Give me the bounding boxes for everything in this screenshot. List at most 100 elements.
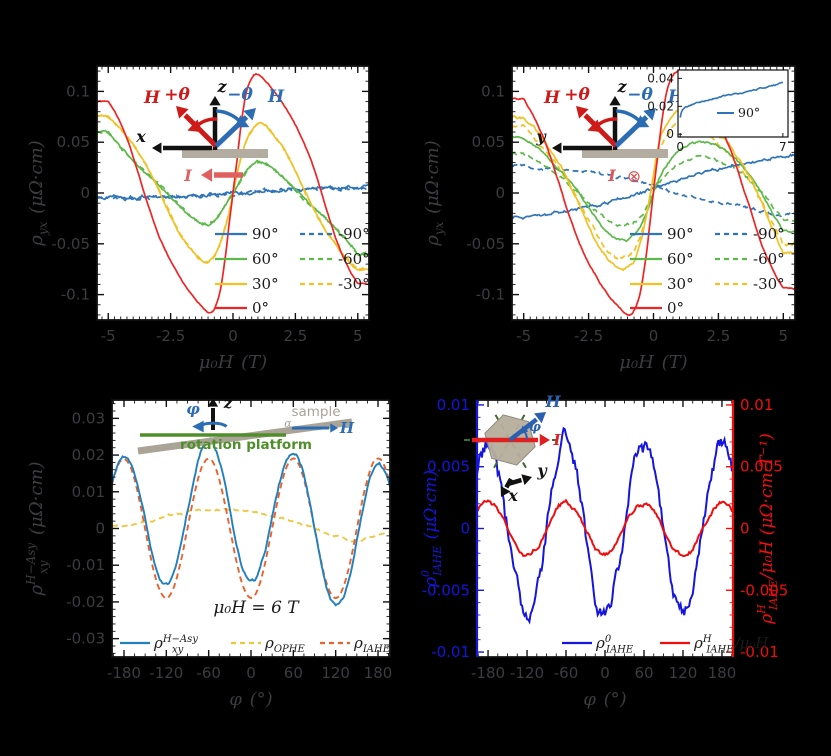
y-tick-label: 0 xyxy=(95,520,105,538)
y-tick-label: -0.01 xyxy=(66,556,105,574)
legend-label: -60° xyxy=(753,250,785,268)
legend-label: -30° xyxy=(338,275,370,293)
legend-label: ρH IAHE/μ₀H xyxy=(693,634,769,656)
z-label: z xyxy=(616,77,627,96)
x-tick-label: -120 xyxy=(510,664,544,682)
curve-ρIAHE xyxy=(112,457,390,600)
panel-b-group: -5 -2.5 0 2.5 5 -0.1 -0.05 0 0.05 0.1 μ₀H (T) ρyx (… xyxy=(422,65,796,373)
h-blue-label: H xyxy=(267,87,285,107)
y-tick-label-right: 0 xyxy=(740,520,750,538)
h-minus-theta-arrow xyxy=(214,108,256,148)
z-label: z xyxy=(216,77,227,96)
current-into-page-icon: ⊗ xyxy=(627,167,641,187)
h-plus-theta-arrow xyxy=(576,106,618,148)
legend-label: 90° xyxy=(252,225,279,243)
z-label: z xyxy=(223,394,233,412)
inset-plot-area xyxy=(677,69,789,138)
panel-d: -180 -120 -60 0 60 120 180-0.01-0.00500.0050.0… xyxy=(420,392,788,710)
current-arrow xyxy=(472,433,550,447)
inset-legend-label: 90° xyxy=(738,105,760,120)
y-tick-label: 0.005 xyxy=(427,458,470,476)
coordinate-diagram-b: zyH +θ −θ HI ⊗ xyxy=(535,77,685,187)
x-tick-label: 2.5 xyxy=(706,327,730,345)
y-tick-label: 0.02 xyxy=(72,446,105,464)
sample-bar xyxy=(582,149,668,158)
legend-label: -90° xyxy=(753,225,785,243)
spines xyxy=(111,399,391,658)
y-tick-label: -0.005 xyxy=(422,581,470,599)
curve-ρ0IAHE xyxy=(477,426,733,625)
x-axis-arrow xyxy=(500,477,513,497)
x-axis-label-d: φ (°) xyxy=(583,689,626,710)
legend-label: -60° xyxy=(338,250,370,268)
y-tick-label: 0 xyxy=(80,184,90,202)
minus-theta-label: −θ xyxy=(627,85,653,105)
y-tick-label: -0.02 xyxy=(66,593,105,611)
y-axis-label-a: ρyx (μΩ·cm) xyxy=(26,140,50,246)
legend: 90° 60° 30° 0° -90° -60° -30° xyxy=(630,225,785,317)
h-field-arrow xyxy=(292,423,338,433)
x-tick-label: -2.5 xyxy=(156,327,185,345)
y-tick-label-right: -0.005 xyxy=(740,581,788,599)
curves xyxy=(97,72,369,314)
plus-theta-label: +θ xyxy=(164,85,190,105)
current-arrow xyxy=(201,168,243,182)
y-tick-label: 0.05 xyxy=(472,133,505,151)
legend: 90° 60° 30° 0° -90° -60° -30° xyxy=(215,225,370,317)
field-annotation: μ₀H = 6 T xyxy=(213,598,300,618)
x-tick-label: 5 xyxy=(779,327,789,345)
legend-label: -90° xyxy=(338,225,370,243)
legend-label: ρ0 IAHE xyxy=(595,634,634,656)
x-tick-label: 60 xyxy=(284,664,303,682)
z-axis-arrow xyxy=(207,398,219,430)
legend-label: 0° xyxy=(252,299,269,317)
legend-label: -30° xyxy=(753,275,785,293)
x-tick-label: -120 xyxy=(149,664,183,682)
y-tick-label: 0.1 xyxy=(481,82,505,100)
minus-theta-label: −θ xyxy=(227,85,253,105)
x-tick-label: -2.5 xyxy=(574,327,603,345)
y-tick-label: -0.05 xyxy=(51,235,90,253)
y-axis-arrow xyxy=(552,142,612,154)
curve-0° xyxy=(512,70,795,317)
y-tick-label: 0 xyxy=(460,520,470,538)
current-label: I xyxy=(183,166,192,185)
inset-curve-90 xyxy=(679,81,784,118)
h-minus-theta-arrow xyxy=(614,108,656,148)
panel-c: -180 -120 -60 0 60 120 180 -0.03 -0.02 -0.01 0 0.01… xyxy=(24,394,393,710)
x-label: x xyxy=(135,127,146,146)
inset-y-tick: 0.02 xyxy=(647,99,674,113)
sample-label: sample xyxy=(291,404,340,420)
y-tick-label-right: 0.005 xyxy=(740,458,783,476)
x-tick-label: -5 xyxy=(101,327,116,345)
h-red-label: H xyxy=(543,88,561,108)
panel-d-group: -180 -120 -60 0 60 120 180-0.01-0.00500.0050.0… xyxy=(420,396,788,710)
x-tick-label: -60 xyxy=(196,664,221,682)
legend-label: 90° xyxy=(667,225,694,243)
y-tick-label: 0.03 xyxy=(72,409,105,427)
legend-label: 60° xyxy=(667,250,694,268)
y-tick-label: 0.1 xyxy=(66,82,90,100)
curve-ρHIAHE/μ0H xyxy=(477,498,733,558)
h-red-label: H xyxy=(143,88,161,108)
y-tick-label-right: -0.01 xyxy=(740,643,779,661)
h-plus-theta-arrow xyxy=(176,106,218,148)
plus-theta-label: +θ xyxy=(564,85,590,105)
phi-arc xyxy=(521,425,529,440)
phi-label: φ xyxy=(529,420,541,435)
panel-c-group: -180 -120 -60 0 60 120 180 -0.03 -0.02 -0.01 0 0.01… xyxy=(24,399,392,710)
x-tick-label: 60 xyxy=(634,664,653,682)
y-axis-label-b: ρyx (μΩ·cm) xyxy=(422,140,446,246)
panel-b: -5 -2.5 0 2.5 5 -0.1 -0.05 0 0.05 0.1 μ₀H (T) ρyx (… xyxy=(422,65,796,373)
spines xyxy=(96,65,370,321)
y-tick-label: -0.03 xyxy=(66,630,105,648)
legend-label: ρH−Asy xy xyxy=(153,634,198,656)
curves xyxy=(477,426,733,625)
y-tick-label-right: 0.01 xyxy=(740,396,773,414)
x-tick-label: -180 xyxy=(471,664,505,682)
x-axis-label-a: μ₀H (T) xyxy=(199,352,267,373)
x-tick-label: -5 xyxy=(516,327,531,345)
sample-bar xyxy=(182,149,268,158)
y-tick-label: 0.01 xyxy=(72,483,105,501)
